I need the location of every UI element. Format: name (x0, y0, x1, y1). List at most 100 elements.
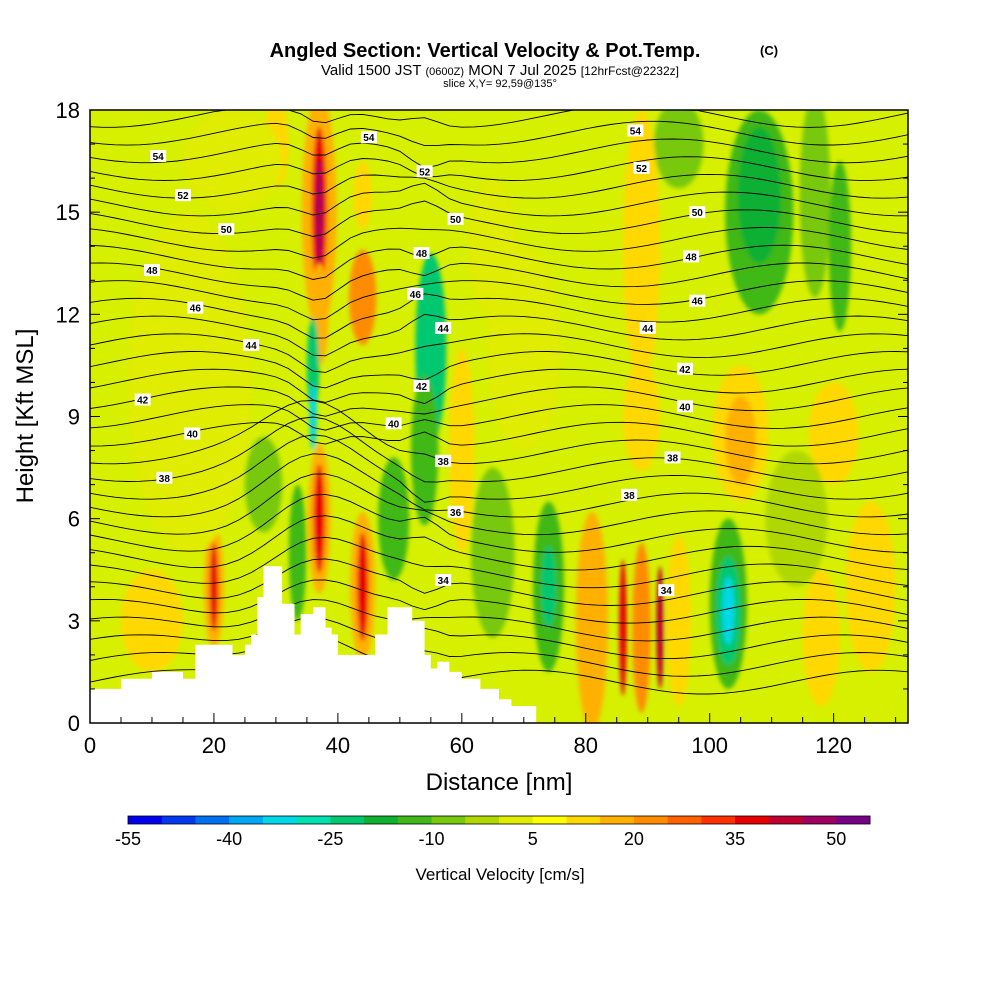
velocity-cell (120, 569, 183, 672)
contour-label-bg (689, 206, 706, 219)
contour-label: 54 (363, 133, 375, 144)
contour-label-bg (689, 294, 706, 307)
contour-label: 34 (661, 586, 673, 597)
contour-label-bg (150, 149, 167, 162)
velocity-cell (288, 484, 307, 621)
theta-contour (90, 293, 908, 339)
contour-label: 34 (438, 576, 450, 587)
theta-contour (90, 421, 908, 447)
colorbar-swatch (768, 816, 804, 824)
colorbar-swatch (633, 816, 669, 824)
chart-subtitle: Valid 1500 JST (0600Z) MON 7 Jul 2025 [1… (321, 62, 679, 79)
contour-label: 36 (450, 508, 462, 519)
colorbar-tick-label: -55 (115, 829, 141, 849)
contour-label: 50 (450, 215, 462, 226)
colorbar-swatch (161, 816, 196, 824)
velocity-cell (802, 569, 840, 706)
colorbar-swatch (262, 816, 298, 824)
velocity-cell (209, 542, 219, 632)
velocity-cell (313, 464, 325, 574)
contour-label: 48 (146, 266, 158, 277)
contour-label-bg (413, 247, 430, 260)
chart-title: Angled Section: Vertical Velocity & Pot.… (270, 40, 701, 62)
contour-label-bg (134, 393, 151, 406)
velocity-cell (799, 110, 831, 298)
colorbar-swatch (296, 816, 331, 824)
colorbar-swatch (229, 816, 264, 824)
velocity-cell (244, 436, 283, 533)
velocity-cell (575, 511, 609, 723)
contour-label: 54 (630, 126, 642, 137)
theta-contour (90, 227, 908, 259)
contour-label-bg (218, 223, 235, 236)
contour-label-bg (447, 212, 464, 225)
contour-label: 44 (438, 324, 450, 335)
theta-contour (90, 280, 908, 321)
contour-label: 46 (410, 290, 422, 301)
contour-label: 52 (636, 164, 648, 175)
velocity-cell (828, 161, 851, 332)
colorbar-swatch (364, 816, 399, 824)
copyright-mark: (C) (760, 43, 778, 58)
x-tick-label: 20 (202, 733, 226, 758)
colorbar-swatch (397, 816, 433, 824)
theta-contour (90, 617, 908, 660)
colorbar-swatch (128, 816, 163, 824)
contour-label-bg (143, 264, 160, 277)
theta-contour (90, 156, 908, 181)
contour-label: 46 (692, 297, 704, 308)
velocity-cell (468, 178, 518, 315)
velocity-cell (622, 362, 661, 471)
colorbar-swatch (802, 816, 837, 824)
colorbar-swatch (701, 816, 736, 824)
x-tick-label: 60 (450, 733, 474, 758)
velocity-cell (722, 576, 735, 645)
colorbar-swatch (532, 816, 567, 824)
contour-label: 48 (686, 252, 698, 263)
velocity-cell (737, 127, 781, 264)
y-tick-label: 18 (56, 98, 80, 123)
velocity-cell (846, 501, 896, 672)
theta-contour (90, 536, 908, 589)
x-axis-label: Distance [nm] (426, 769, 573, 796)
contour-label-bg (639, 321, 656, 334)
velocity-cell (471, 467, 515, 638)
contour-label-bg (633, 161, 650, 174)
theta-contour (90, 138, 908, 169)
velocity-cell (449, 348, 475, 553)
contour-label: 38 (667, 453, 679, 464)
contour-label-bg (664, 451, 681, 464)
y-tick-label: 9 (68, 405, 80, 430)
theta-contour (90, 453, 908, 518)
subtitle-date: MON 7 Jul 2025 (468, 62, 576, 79)
colorbar-tick-label: 50 (826, 829, 846, 849)
colorbar-tick-label: -40 (216, 829, 242, 849)
colorbar-swatch (735, 816, 770, 824)
theta-contour (90, 244, 908, 280)
y-tick-label: 0 (68, 711, 80, 736)
contour-label-bg (184, 427, 201, 440)
velocity-cell (127, 212, 252, 553)
colorbar-swatch (465, 816, 500, 824)
theta-contour (90, 416, 908, 483)
colorbar-tick-label: -10 (419, 829, 445, 849)
y-tick-label: 6 (68, 507, 80, 532)
colorbar-swatch (600, 816, 635, 824)
y-axis-label: Height [Kft MSL] (12, 329, 39, 504)
theta-contour (90, 515, 908, 571)
theta-contour (90, 558, 908, 606)
velocity-cell (306, 317, 320, 414)
contour-label: 38 (159, 474, 171, 485)
contour-label-bg (676, 400, 693, 413)
colorbar-swatch (499, 816, 534, 824)
velocity-cell (653, 110, 704, 189)
contour-label-bg (447, 505, 464, 518)
contour-label-bg (658, 584, 675, 597)
theta-contour (90, 386, 908, 417)
x-tick-label: 100 (691, 733, 728, 758)
theta-contour (90, 473, 908, 536)
contour-label: 42 (679, 365, 691, 376)
theta-contour (90, 313, 908, 357)
velocity-cell (666, 535, 692, 706)
